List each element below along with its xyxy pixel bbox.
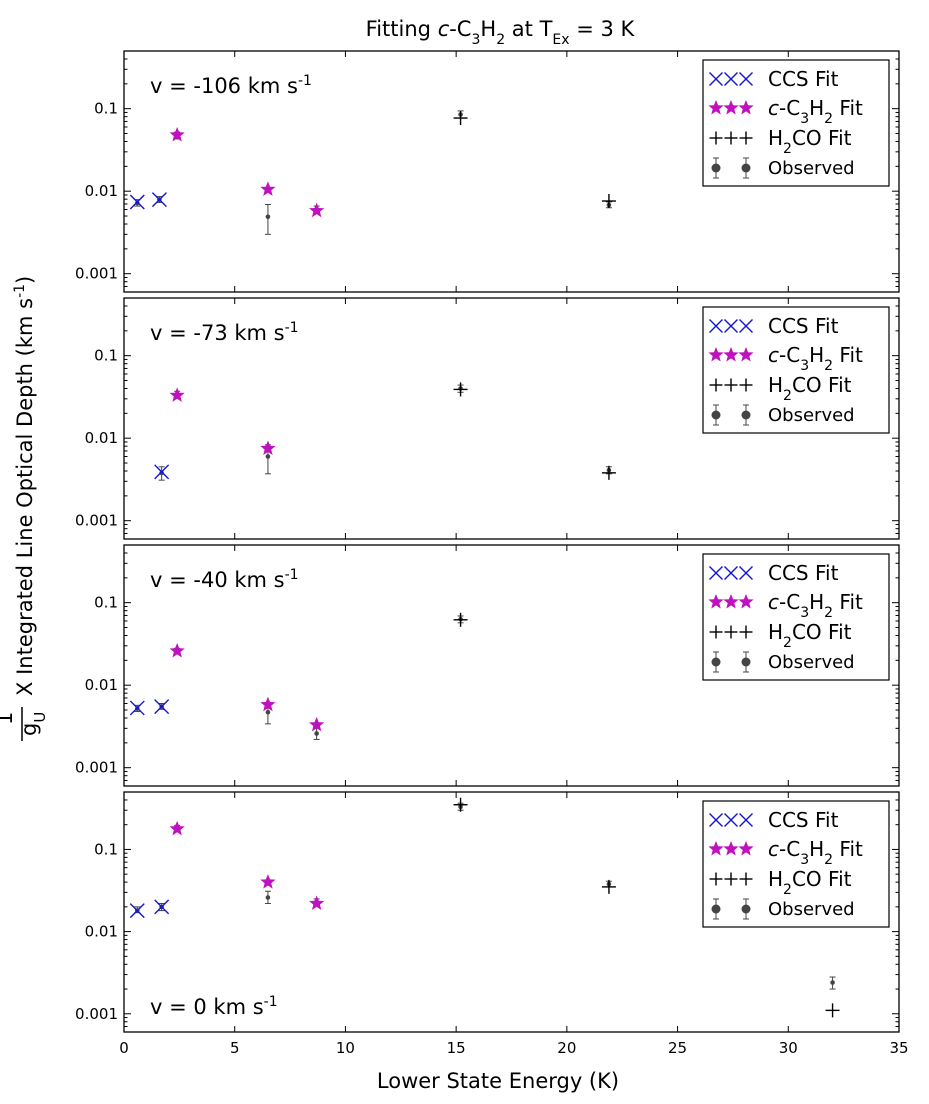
h2co-fit-marker bbox=[453, 612, 468, 627]
c3h2-fit-marker bbox=[169, 387, 185, 402]
legend-box bbox=[702, 553, 890, 681]
legend-h2co-label: H2CO Fit bbox=[768, 373, 852, 404]
y-tick-label: 0.01 bbox=[85, 923, 118, 941]
x-tick-label: 30 bbox=[779, 1039, 798, 1057]
panel-frame bbox=[123, 791, 900, 1033]
legend-h2co-label: H2CO Fit bbox=[768, 620, 852, 651]
panel-2: 0.001 0.01 0.1 v = -73 km s-1 CCS Fit c-C3H2 … bbox=[75, 297, 900, 540]
x-axis-label: Lower State Energy (K) bbox=[377, 1069, 619, 1093]
legend-box bbox=[702, 800, 890, 928]
panel-1: 0.001 0.01 0.1 v = -106 km s-1 CCS Fit c-C3H2… bbox=[75, 50, 900, 293]
c3h2-fit-marker bbox=[309, 895, 325, 910]
legend-c3h2-label: c-C3H2 Fit bbox=[768, 343, 863, 374]
ccs-fit-marker bbox=[154, 899, 170, 915]
y-tick-label: 0.1 bbox=[94, 594, 118, 612]
y-axis-label-fraction-num: 1 bbox=[0, 712, 17, 725]
panel-frame bbox=[123, 50, 900, 293]
legend-c3h2-label: c-C3H2 Fit bbox=[768, 96, 863, 127]
y-tick-label: 0.1 bbox=[94, 347, 118, 365]
y-tick-label: 0.001 bbox=[75, 265, 118, 283]
legend-ccs-label: CCS Fit bbox=[768, 808, 839, 832]
ccs-fit-marker bbox=[151, 192, 167, 208]
c3h2-fit-marker bbox=[169, 820, 185, 836]
ccs-fit-marker bbox=[129, 700, 145, 716]
x-tick-label: 0 bbox=[119, 1039, 129, 1057]
panel-frame bbox=[123, 544, 900, 787]
legend-box bbox=[702, 306, 890, 434]
y-tick-label: 0.01 bbox=[85, 676, 118, 694]
panel-3: 0.001 0.01 0.1 v = -40 km s-1 CCS Fit c-C3H2 … bbox=[75, 544, 900, 787]
y-axis-label-fraction-den: gU bbox=[17, 712, 49, 736]
panel-frame bbox=[123, 297, 900, 540]
h2co-fit-marker bbox=[601, 465, 616, 480]
ccs-fit-marker bbox=[154, 464, 170, 480]
panel-velocity-label: v = -73 km s-1 bbox=[150, 320, 299, 345]
y-tick-label: 0.001 bbox=[75, 759, 118, 777]
y-tick-label: 0.01 bbox=[85, 182, 118, 200]
legend-h2co-label: H2CO Fit bbox=[768, 126, 852, 157]
ccs-fit-marker bbox=[129, 903, 145, 919]
x-tick-label: 20 bbox=[557, 1039, 576, 1057]
x-tick-label: 15 bbox=[447, 1039, 466, 1057]
y-tick-label: 0.001 bbox=[75, 1005, 118, 1023]
h2co-fit-marker bbox=[825, 1003, 840, 1018]
panel-velocity-label: v = 0 km s-1 bbox=[150, 994, 278, 1019]
y-tick-label: 0.001 bbox=[75, 512, 118, 530]
legend-observed-label: Observed bbox=[768, 405, 855, 426]
c3h2-fit-marker bbox=[169, 642, 185, 658]
observed-point bbox=[313, 727, 320, 740]
x-tick-label: 10 bbox=[336, 1039, 355, 1057]
c3h2-fit-marker bbox=[260, 874, 276, 889]
x-tick-label: 35 bbox=[889, 1039, 908, 1057]
observed-point bbox=[829, 976, 836, 990]
legend-ccs-label: CCS Fit bbox=[768, 67, 839, 91]
x-tick-label: 5 bbox=[230, 1039, 240, 1057]
y-axis-label-text: X Integrated Line Optical Depth (km s-1) bbox=[12, 276, 37, 696]
panel-velocity-label: v = -40 km s-1 bbox=[150, 567, 299, 592]
legend-observed-label: Observed bbox=[768, 652, 855, 673]
chart-title: Fitting c-C3H2 at TEx = 3 K bbox=[366, 17, 636, 48]
h2co-fit-marker bbox=[601, 879, 616, 894]
h2co-fit-marker bbox=[453, 111, 468, 126]
legend-ccs-label: CCS Fit bbox=[768, 314, 839, 338]
y-tick-label: 0.1 bbox=[94, 840, 118, 858]
y-tick-label: 0.1 bbox=[94, 100, 118, 118]
h2co-fit-marker bbox=[453, 797, 468, 812]
panel-4: 0 5 10 15 20 25 30 35 0.001 0.01 0.1 v = 0 km s-1 CC… bbox=[75, 791, 909, 1057]
legend-ccs-label: CCS Fit bbox=[768, 561, 839, 585]
h2co-fit-marker bbox=[453, 382, 468, 397]
x-tick-label: 25 bbox=[668, 1039, 687, 1057]
ccs-fit-marker bbox=[129, 194, 145, 210]
c3h2-fit-marker bbox=[309, 202, 325, 218]
legend-box bbox=[702, 59, 890, 187]
legend-observed-label: Observed bbox=[768, 899, 855, 920]
legend-h2co-label: H2CO Fit bbox=[768, 867, 852, 898]
observed-point bbox=[264, 203, 271, 235]
legend-c3h2-label: c-C3H2 Fit bbox=[768, 590, 863, 621]
panels: 0.001 0.01 0.1 v = -106 km s-1 CCS Fit c-C3H2… bbox=[75, 50, 909, 1057]
c3h2-fit-marker bbox=[260, 181, 276, 196]
panel-velocity-label: v = -106 km s-1 bbox=[150, 73, 312, 98]
observed-point bbox=[264, 890, 271, 904]
y-axis-label: gU 1 X Integrated Line Optical Depth (km… bbox=[0, 276, 49, 741]
ccs-fit-marker bbox=[154, 699, 170, 715]
y-tick-label: 0.01 bbox=[85, 429, 118, 447]
legend-observed-label: Observed bbox=[768, 158, 855, 179]
legend-c3h2-label: c-C3H2 Fit bbox=[768, 837, 863, 868]
h2co-fit-marker bbox=[601, 194, 616, 209]
